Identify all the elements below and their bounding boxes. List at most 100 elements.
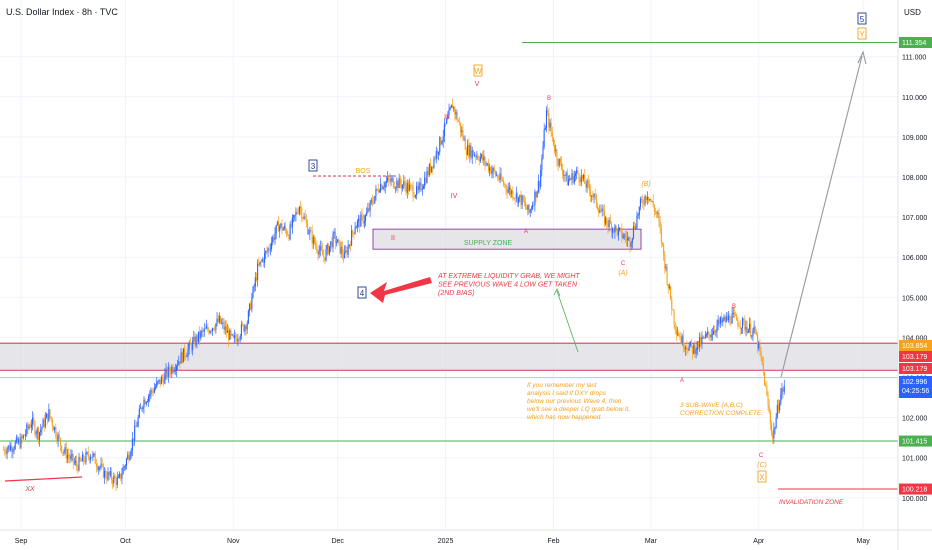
candle-body — [305, 219, 307, 224]
candle-body — [541, 158, 543, 170]
candle-body — [250, 303, 252, 310]
candle-body — [718, 319, 720, 324]
price-tag-103-854: 103.854 — [902, 343, 927, 350]
candle-body — [572, 173, 574, 183]
candle-body — [124, 465, 126, 467]
candle-body — [547, 110, 549, 113]
candle-body — [116, 477, 118, 486]
candle-body — [512, 190, 514, 199]
candle-body — [730, 322, 732, 324]
candle-body — [454, 107, 456, 115]
candle-body — [721, 317, 723, 323]
candle-body — [476, 156, 478, 158]
candle-body — [171, 366, 173, 374]
candle-body — [311, 230, 313, 244]
candle-body — [283, 226, 285, 229]
candle-body — [761, 356, 763, 364]
candle-body — [417, 186, 419, 190]
liquidity-note-line: AT EXTREME LIQUIDITY GRAB, WE MIGHT — [437, 273, 580, 280]
candle-body — [464, 138, 466, 150]
remember-note-line: below our previous Wave 4, then — [527, 398, 622, 405]
candle-body — [752, 330, 754, 336]
candle-body — [659, 221, 661, 229]
candle-body — [37, 428, 39, 440]
candle-body — [80, 460, 82, 462]
candle-body — [36, 428, 38, 434]
candle-body — [519, 195, 521, 197]
candle-body — [475, 155, 477, 158]
candle-body — [440, 137, 442, 145]
liquidity-note-line: SEE PREVIOUS WAVE 4 LOW GET TAKEN — [438, 282, 578, 289]
candle-body — [609, 219, 611, 224]
candle-body — [106, 477, 108, 480]
candle-body — [293, 215, 295, 218]
candle-body — [137, 417, 139, 426]
candle-body — [677, 333, 679, 335]
wave-c2-label: C — [759, 453, 764, 459]
candle-body — [674, 323, 676, 331]
candle-body — [395, 187, 397, 189]
price-axis-tick: 104.000 — [902, 335, 927, 342]
candle-body — [84, 461, 86, 463]
candle-body — [615, 225, 617, 229]
candle-body — [181, 352, 183, 363]
candle-body — [226, 330, 229, 333]
candle-body — [733, 312, 735, 316]
candle-body — [468, 144, 470, 157]
candle-body — [723, 317, 725, 320]
candle-body — [462, 130, 464, 139]
candle-body — [666, 267, 668, 285]
candle-body — [579, 179, 581, 183]
candle-body — [344, 251, 346, 259]
candle-body — [27, 424, 29, 429]
candle-body — [699, 337, 701, 348]
support-price-tag-bg — [899, 435, 932, 447]
subwave-note-line: 3 SUB-WAVE (A,B,C) — [680, 402, 743, 409]
currency-label[interactable]: USD — [904, 8, 921, 17]
red-arrow — [370, 277, 432, 303]
candle-body — [696, 341, 698, 351]
candle-body — [121, 474, 123, 479]
candle-body — [643, 203, 645, 205]
candle-body — [390, 178, 392, 182]
candle-body — [436, 150, 438, 155]
candle-body — [695, 350, 697, 354]
candle-body — [507, 189, 509, 193]
candle-body — [138, 408, 140, 418]
candle-body — [483, 156, 485, 161]
wave-x-label: X — [759, 473, 765, 482]
candle-body — [427, 170, 429, 176]
candle-body — [207, 326, 209, 330]
candle-body — [23, 435, 26, 437]
candle-body — [446, 118, 448, 124]
candle-body — [134, 425, 136, 441]
candle-body — [757, 334, 759, 349]
wave-paren-b-label: (B) — [641, 181, 650, 188]
candle-body — [513, 198, 515, 200]
candle-body — [478, 159, 480, 162]
candle-body — [218, 316, 220, 323]
candle-body — [398, 178, 400, 189]
candle-body — [772, 434, 774, 439]
candle-body — [66, 455, 68, 459]
candle-body — [11, 445, 13, 452]
candle-body — [51, 419, 53, 427]
candle-body — [280, 223, 282, 227]
candle-body — [120, 473, 122, 479]
candle-body — [667, 284, 669, 289]
candle-body — [296, 212, 298, 214]
candle-body — [315, 243, 317, 246]
supply-zone — [372, 228, 642, 250]
candle-body — [477, 156, 479, 160]
candle-body — [412, 186, 414, 197]
candle-body — [101, 463, 103, 465]
candle-body — [748, 323, 751, 330]
candle-body — [554, 145, 556, 152]
candle-body — [13, 448, 15, 451]
candle-body — [52, 426, 55, 431]
candle-body — [537, 181, 539, 192]
candle-body — [458, 121, 461, 123]
candle-body — [192, 340, 194, 351]
candle-body — [309, 230, 311, 234]
